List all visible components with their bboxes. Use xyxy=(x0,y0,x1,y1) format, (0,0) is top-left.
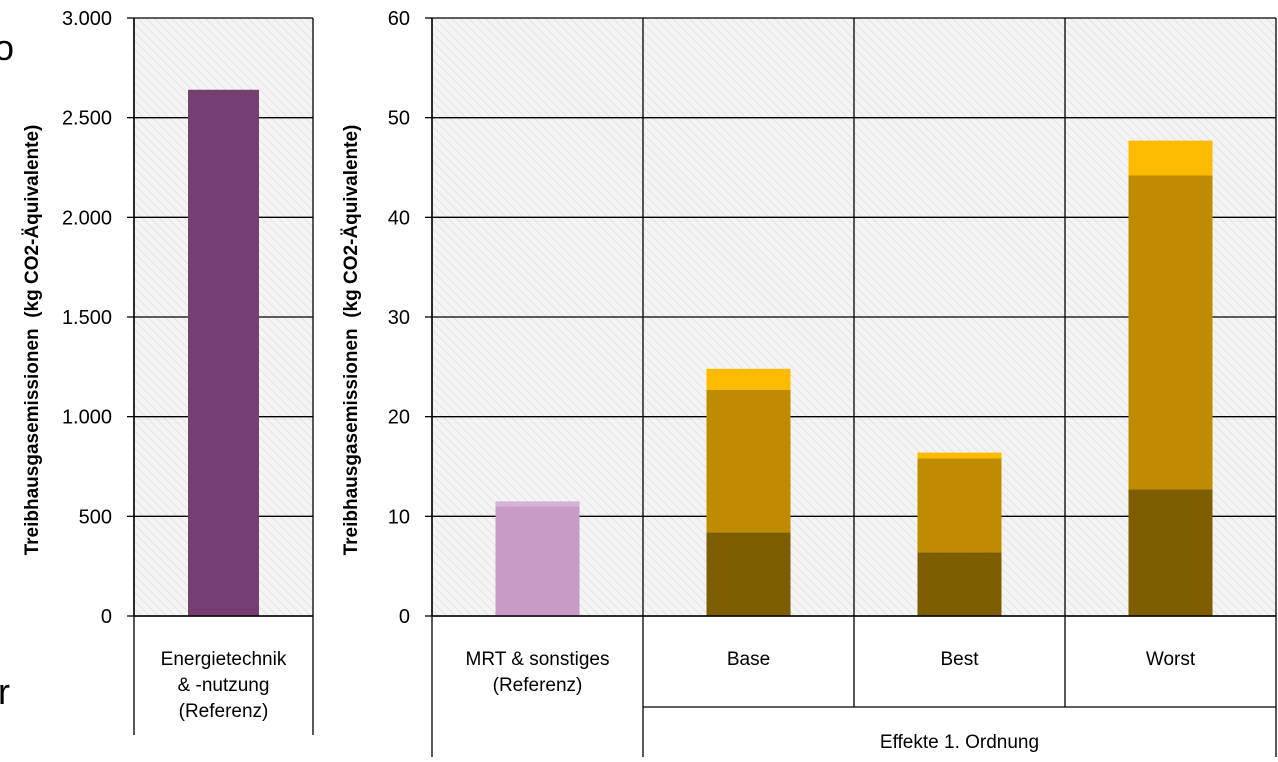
c1-category-label-0-line-1: (Referenz) xyxy=(493,675,583,696)
c0-y-tick-label-1: 500 xyxy=(79,506,112,528)
c1-bar-3-seg-0 xyxy=(1128,489,1213,616)
c0-y-tick-label-5: 2.500 xyxy=(62,108,112,130)
c0-y-tick-label-0: 0 xyxy=(101,606,112,628)
c0-bar-0-seg-0 xyxy=(188,89,259,616)
c0-y-tick-label-2: 1.000 xyxy=(62,407,112,429)
c1-bar-1-seg-0 xyxy=(706,532,791,616)
c1-y-tick-label-0: 0 xyxy=(399,606,410,628)
c1-y-tick-label-2: 20 xyxy=(388,407,410,429)
c1-y-tick-label-4: 40 xyxy=(388,207,410,229)
c1-y-tick-label-5: 50 xyxy=(388,108,410,130)
c1-y-tick-label-3: 30 xyxy=(388,307,410,329)
c1-category-label-0-line-0: MRT & sonstiges xyxy=(466,649,610,670)
c1-bar-1-seg-1 xyxy=(706,389,791,533)
c1-category-label-2-line-0: Best xyxy=(940,649,979,670)
c1-bar-0-seg-0 xyxy=(495,506,580,616)
c1-y-axis-label: Treibhausgasemissionen (kg CO2-Äquivalen… xyxy=(341,125,362,556)
cropped-text-fragment-bottom: r xyxy=(0,671,10,712)
c1-bar-3-seg-2 xyxy=(1128,140,1213,176)
c0-y-axis-label: Treibhausgasemissionen (kg CO2-Äquivalen… xyxy=(22,125,43,556)
c1-category-label-3-line-0: Worst xyxy=(1146,649,1196,670)
c0-y-tick-label-6: 3.000 xyxy=(62,8,112,30)
c1-bar-2-seg-0 xyxy=(917,552,1002,616)
c0-y-tick-label-3: 1.500 xyxy=(62,307,112,329)
cropped-text-fragment-top: o xyxy=(0,27,14,68)
c1-bar-1-seg-2 xyxy=(706,368,791,390)
c0-category-label-0-line-2: (Referenz) xyxy=(179,701,269,722)
c1-y-tick-label-1: 10 xyxy=(388,506,410,528)
c1-group-label: Effekte 1. Ordnung xyxy=(880,732,1039,753)
c0-category-label-0-line-1: & -nutzung xyxy=(178,675,270,696)
c0-category-label-0-line-0: Energietechnik xyxy=(161,649,287,670)
c0-y-tick-label-4: 2.000 xyxy=(62,207,112,229)
left-chart: 0 500 1.000 1.500 2.000 2.500 3.000 Energietech… xyxy=(22,8,314,735)
c1-bar-0-seg-1 xyxy=(495,501,580,507)
c1-category-label-1-line-0: Base xyxy=(727,649,770,670)
right-chart: 0 10 20 30 40 50 60 MRT & sonstiges (Referenz) Ba… xyxy=(341,8,1277,757)
c1-bar-2-seg-2 xyxy=(917,452,1002,459)
c1-bar-2-seg-1 xyxy=(917,458,1002,553)
c1-bar-3-seg-1 xyxy=(1128,175,1213,490)
c1-y-tick-label-6: 60 xyxy=(388,8,410,30)
